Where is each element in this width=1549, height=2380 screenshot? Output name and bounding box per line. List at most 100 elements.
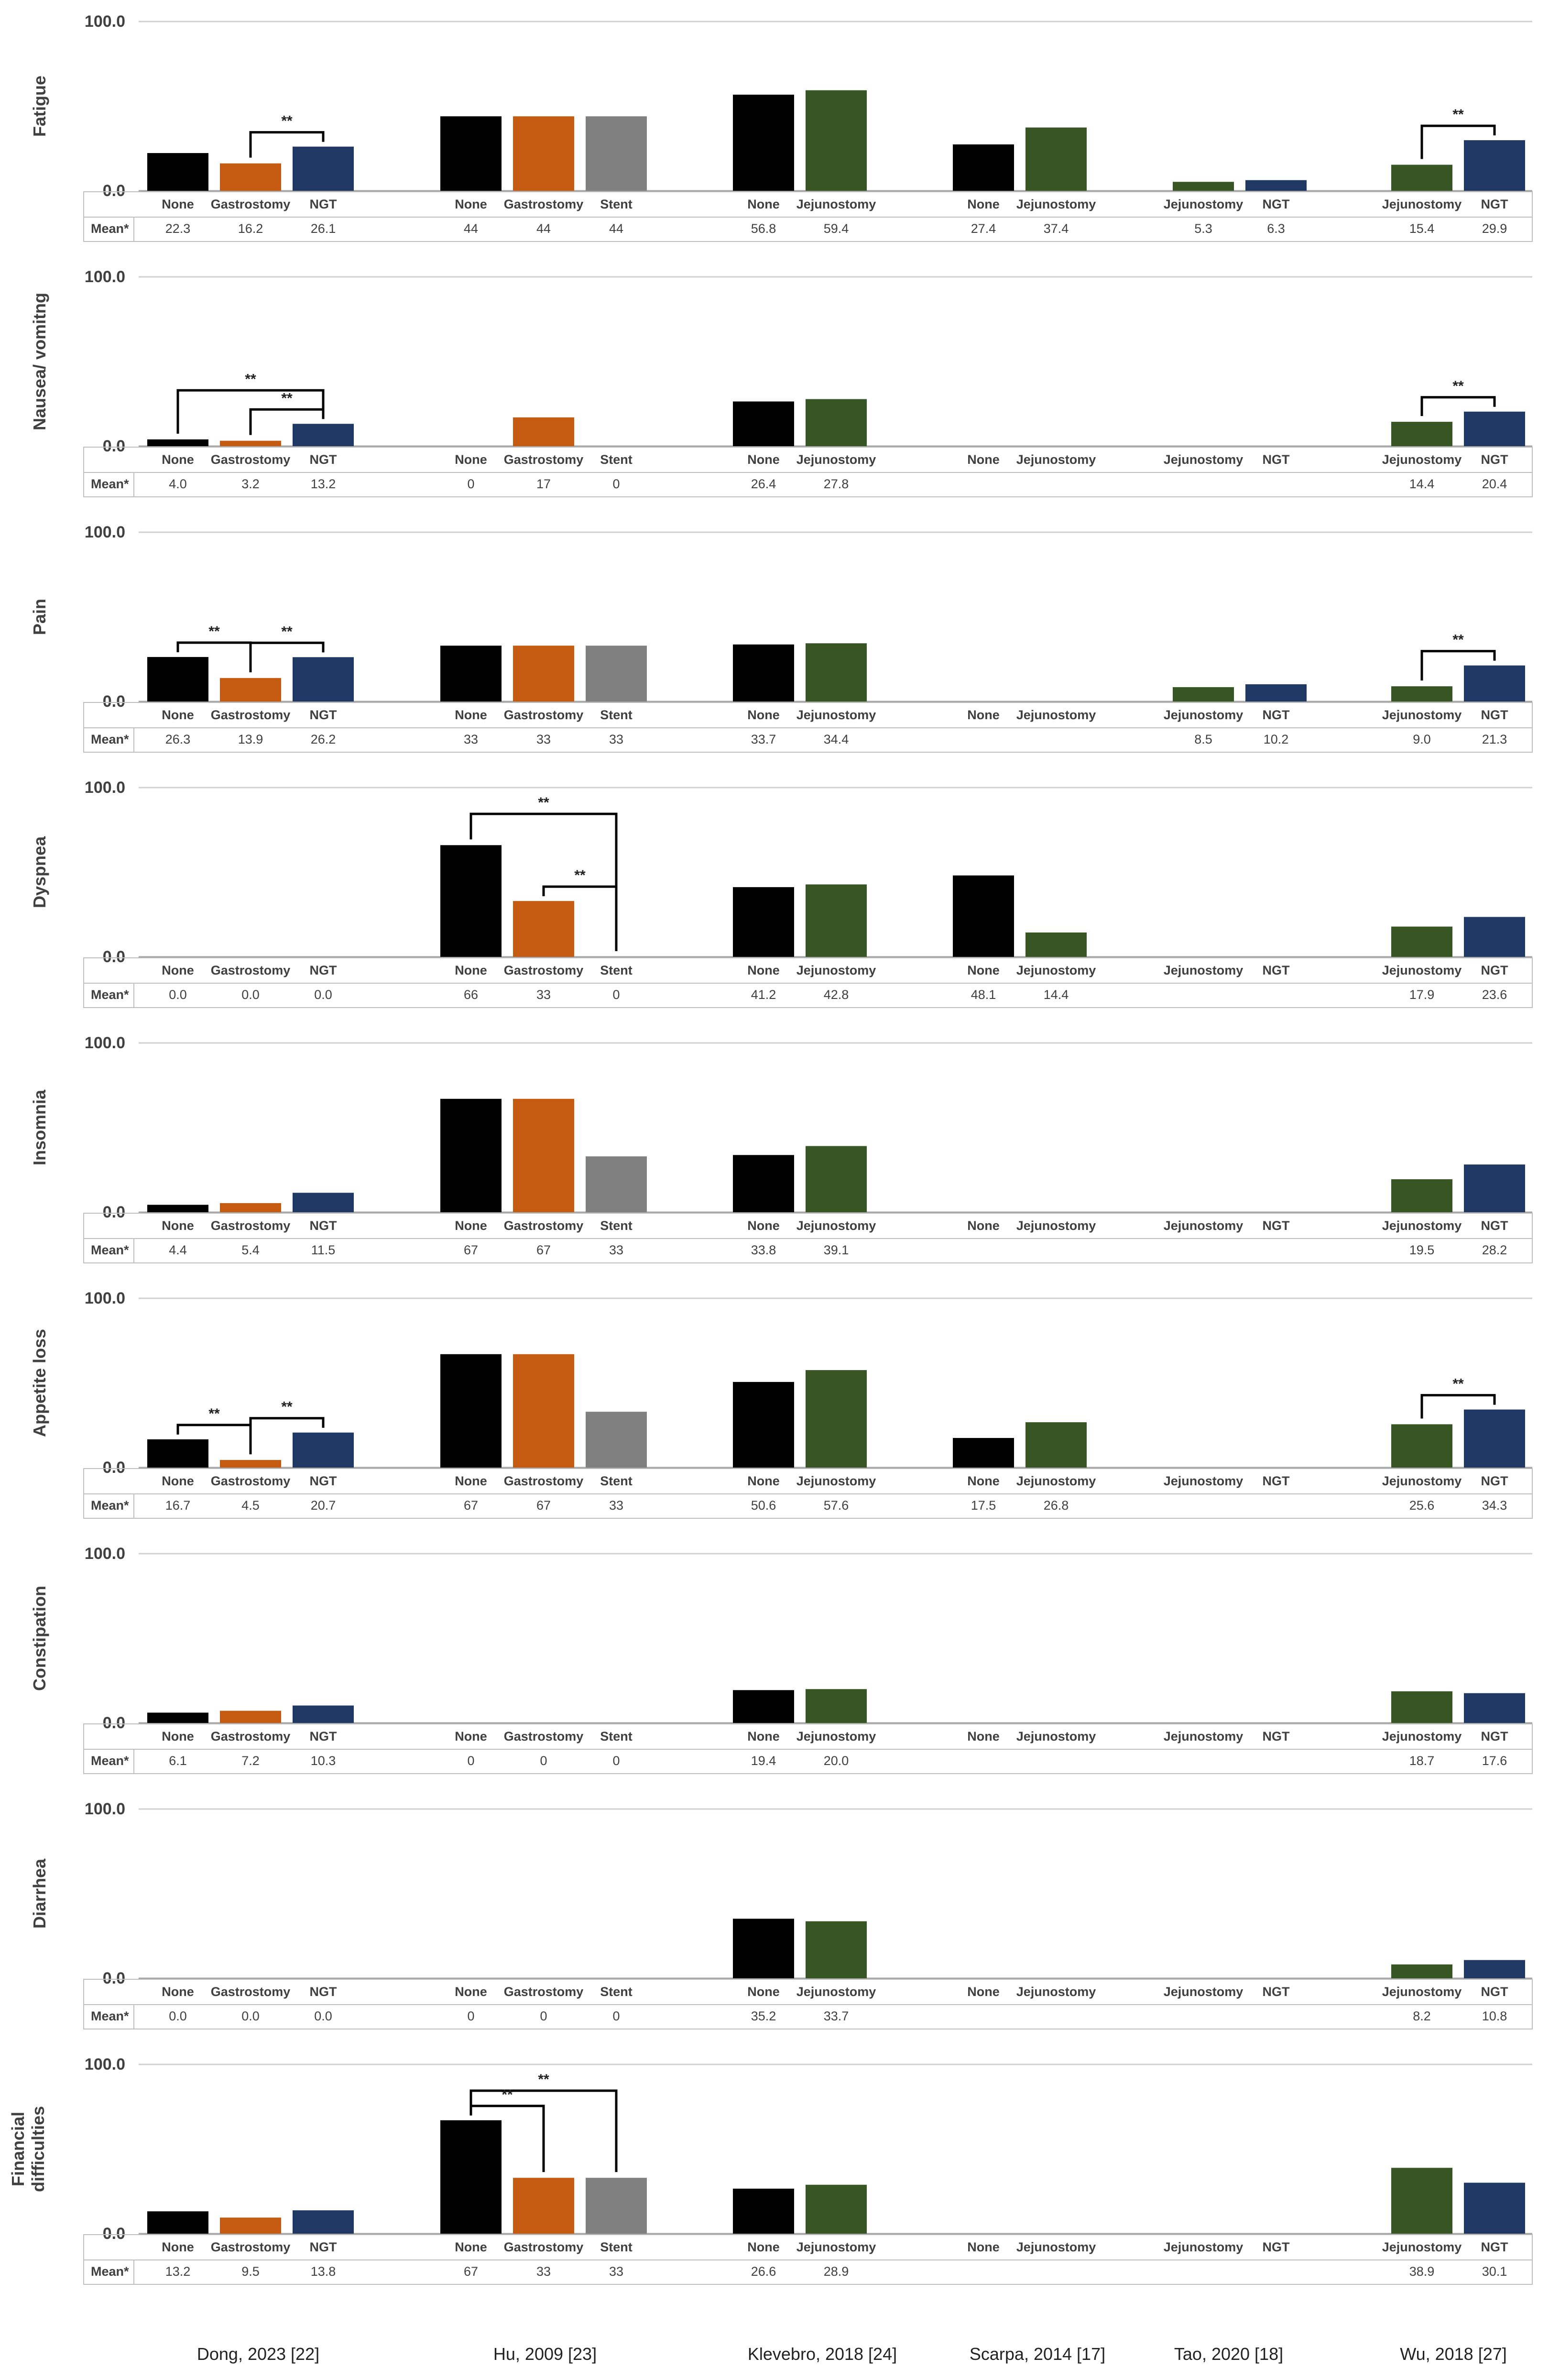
y-tick-label: 0.0 <box>103 692 125 711</box>
y-tick-label: 100.0 <box>85 12 125 31</box>
mean-value: 16.7 <box>165 1498 191 1513</box>
bar-appetite-loss-wu-2018-27-jejunostomy <box>1391 1424 1452 1468</box>
mean-value: 9.0 <box>1413 732 1431 746</box>
significance-marker: ** <box>208 624 220 639</box>
significance-marker: ** <box>1452 378 1464 394</box>
mean-value: 17.5 <box>971 1498 996 1513</box>
category-label: Jejunostomy <box>796 963 876 977</box>
category-label: NGT <box>1481 963 1509 977</box>
category-label: Jejunostomy <box>1382 1218 1462 1233</box>
significance-bracket <box>1420 650 1496 681</box>
study-label-wu-2018-27: Wu, 2018 [27] <box>1400 2344 1507 2364</box>
category-label: Gastrostomy <box>211 1729 291 1744</box>
bar-pain-dong-2023-22-gastrostomy <box>220 678 281 702</box>
bar-pain-hu-2009-23-stent <box>586 646 647 702</box>
mean-value: 42.8 <box>824 987 849 1002</box>
category-label: NGT <box>310 1985 338 1999</box>
category-label: Stent <box>600 1474 633 1488</box>
category-label: None <box>162 1729 194 1744</box>
mean-value: 0 <box>540 1754 547 1768</box>
mean-value: 5.4 <box>241 1243 260 1257</box>
category-label: Gastrostomy <box>504 963 584 977</box>
category-label: Gastrostomy <box>504 2240 584 2254</box>
bar-nausea-vomitng-dong-2023-22-ngt <box>293 424 354 446</box>
mean-value: 0 <box>540 2009 547 2023</box>
y-tick-label: 100.0 <box>85 1545 125 1563</box>
mean-value: 33.7 <box>824 2009 849 2023</box>
bar-financial-difficulties-hu-2009-23-gastrostomy <box>513 2178 574 2234</box>
category-label: Gastrostomy <box>211 2240 291 2254</box>
category-label: Gastrostomy <box>211 1985 291 1999</box>
study-label-tao-2020-18: Tao, 2020 [18] <box>1174 2344 1283 2364</box>
y-tick-label: 0.0 <box>103 2225 125 2243</box>
significance-marker: ** <box>208 1406 220 1422</box>
bar-pain-klevebro-2018-24-jejunostomy <box>806 643 867 702</box>
mean-value: 56.8 <box>751 221 776 236</box>
category-label: Gastrostomy <box>504 1985 584 1999</box>
mean-value: 13.8 <box>311 2264 336 2279</box>
category-label: Jejunostomy <box>1016 452 1096 467</box>
significance-bracket <box>469 2089 618 2172</box>
bar-insomnia-klevebro-2018-24-none <box>733 1155 794 1212</box>
category-label: None <box>455 1218 487 1233</box>
category-label: None <box>162 197 194 211</box>
mean-value: 0 <box>612 2009 620 2023</box>
bar-appetite-loss-hu-2009-23-none <box>440 1354 502 1468</box>
category-label: Jejunostomy <box>1016 1985 1096 1999</box>
category-label: None <box>747 452 780 467</box>
y-axis-label-pain: Pain <box>30 599 49 635</box>
mean-value: 4.5 <box>241 1498 260 1513</box>
mean-value: 33.8 <box>751 1243 776 1257</box>
mean-value: 26.6 <box>751 2264 776 2279</box>
mean-value: 44 <box>609 221 623 236</box>
category-label: None <box>162 2240 194 2254</box>
study-label-scarpa-2014-17: Scarpa, 2014 [17] <box>970 2344 1105 2364</box>
y-tick-label: 100.0 <box>85 268 125 286</box>
y-tick-label: 100.0 <box>85 2055 125 2073</box>
bar-financial-difficulties-hu-2009-23-none <box>440 2120 502 2234</box>
mean-value: 0 <box>467 477 474 491</box>
category-label: None <box>455 963 487 977</box>
bar-insomnia-hu-2009-23-none <box>440 1098 502 1212</box>
mean-value: 33 <box>609 1498 623 1513</box>
mean-value: 67 <box>464 1243 478 1257</box>
mean-value: 0.0 <box>241 2009 260 2023</box>
bar-financial-difficulties-dong-2023-22-none <box>147 2211 208 2234</box>
mean-value: 27.4 <box>971 221 996 236</box>
significance-marker: ** <box>538 2072 549 2087</box>
mean-value: 41.2 <box>751 987 776 1002</box>
bar-fatigue-scarpa-2014-17-none <box>953 144 1014 191</box>
mean-value: 33 <box>536 987 551 1002</box>
mean-value: 7.2 <box>241 1754 260 1768</box>
category-label: None <box>747 1985 780 1999</box>
bar-constipation-dong-2023-22-none <box>147 1712 208 1723</box>
category-label: Jejunostomy <box>1382 1729 1462 1744</box>
category-label: NGT <box>310 708 338 722</box>
mean-value: 14.4 <box>1409 477 1435 491</box>
bar-fatigue-klevebro-2018-24-jejunostomy <box>806 90 867 191</box>
y-tick-label: 0.0 <box>103 1203 125 1221</box>
category-label: Gastrostomy <box>211 1474 291 1488</box>
mean-value: 13.2 <box>165 2264 191 2279</box>
significance-marker: ** <box>502 2087 513 2103</box>
mean-value: 26.8 <box>1044 1498 1069 1513</box>
mean-value: 28.2 <box>1482 1243 1507 1257</box>
bar-appetite-loss-hu-2009-23-gastrostomy <box>513 1354 574 1468</box>
category-label: NGT <box>310 963 338 977</box>
mean-value: 0.0 <box>241 987 260 1002</box>
significance-marker: ** <box>281 624 293 639</box>
category-label: NGT <box>310 1474 338 1488</box>
y-axis-label-diarrhea: Diarrhea <box>30 1858 49 1929</box>
category-label: Gastrostomy <box>211 708 291 722</box>
bar-constipation-dong-2023-22-ngt <box>293 1705 354 1723</box>
category-label: None <box>455 197 487 211</box>
category-label: NGT <box>1263 1218 1290 1233</box>
mean-value: 10.3 <box>311 1754 336 1768</box>
bar-financial-difficulties-dong-2023-22-ngt <box>293 2210 354 2234</box>
mean-value: 33.7 <box>751 732 776 746</box>
significance-bracket <box>249 1417 325 1455</box>
category-label: NGT <box>1263 1474 1290 1488</box>
category-label: Jejunostomy <box>796 1218 876 1233</box>
bar-insomnia-wu-2018-27-jejunostomy <box>1391 1179 1452 1212</box>
category-label: Stent <box>600 708 633 722</box>
